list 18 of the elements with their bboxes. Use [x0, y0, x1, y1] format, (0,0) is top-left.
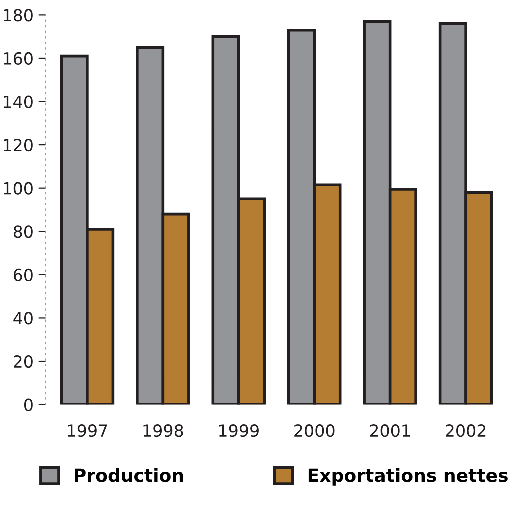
x-tick-label: 2000 — [294, 424, 335, 438]
y-tick-label: 80 — [14, 226, 33, 238]
y-tick-label: 40 — [14, 312, 33, 325]
x-tick-label: 2001 — [370, 424, 410, 438]
x-tick-label: 1998 — [144, 424, 184, 438]
x-tick-label: 1999 — [220, 424, 259, 438]
y-tick-label: 20 — [14, 355, 33, 368]
y-tick-label: 180 — [4, 9, 33, 22]
y-tick-label: 140 — [4, 96, 33, 108]
y-tick-label: 100 — [4, 182, 33, 195]
y-tick-label: 160 — [4, 52, 33, 66]
y-tick-label: 120 — [4, 139, 33, 152]
x-tick-label: 1997 — [68, 424, 108, 438]
legend-label: Exportations nettes — [308, 468, 508, 486]
x-tick-label: 2002 — [446, 424, 486, 438]
y-tick-label: 0 — [24, 398, 33, 412]
legend-label: Production — [75, 468, 184, 482]
y-tick-label: 60 — [14, 268, 33, 282]
